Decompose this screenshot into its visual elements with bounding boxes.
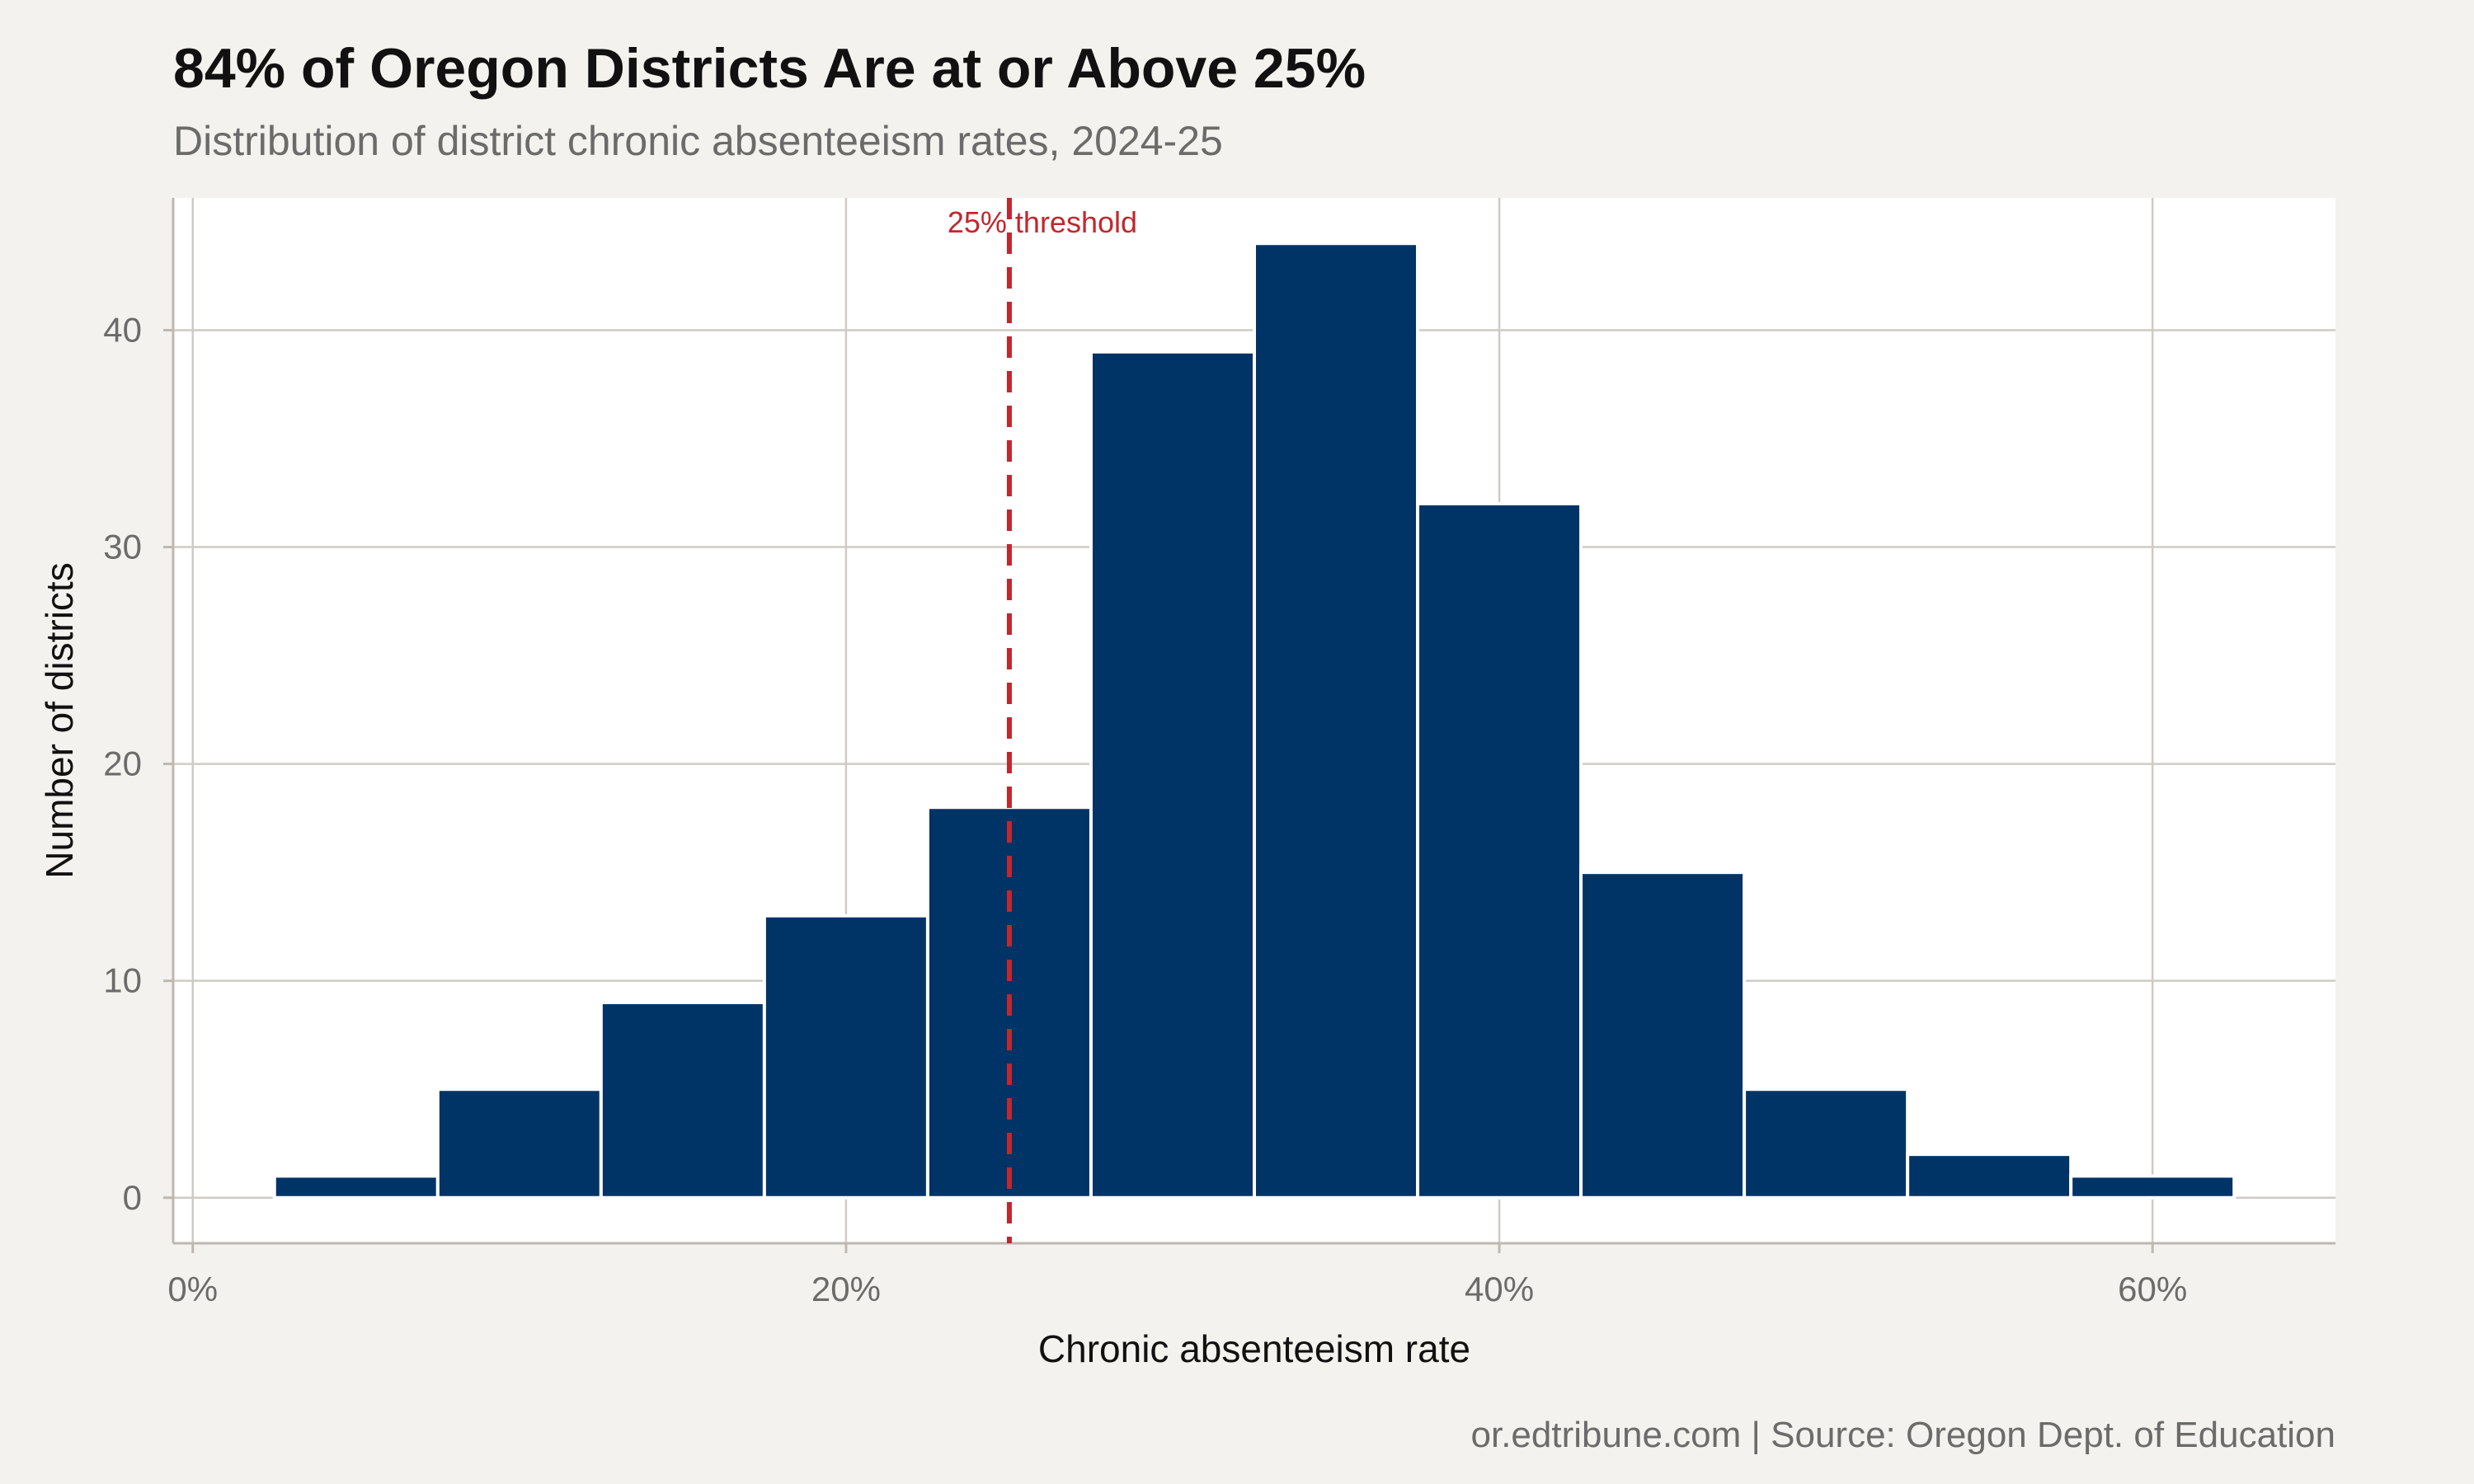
histogram-bar bbox=[1579, 871, 1747, 1200]
threshold-marker: 25% threshold bbox=[948, 198, 1137, 1243]
histogram-bar bbox=[2069, 1174, 2236, 1200]
histogram-bar bbox=[1743, 1087, 1910, 1200]
axis-lines bbox=[163, 198, 2335, 1253]
histogram-bar bbox=[599, 1000, 766, 1200]
histogram-bar bbox=[435, 1087, 603, 1200]
y-tick-label: 40 bbox=[103, 310, 142, 349]
x-tick-label: 0% bbox=[167, 1270, 218, 1308]
y-tick-label: 0 bbox=[123, 1178, 142, 1217]
x-tick-label: 40% bbox=[1465, 1270, 1534, 1308]
y-axis-title: Number of districts bbox=[38, 562, 81, 878]
y-tick-label: 20 bbox=[103, 744, 142, 783]
histogram-bar bbox=[1416, 501, 1583, 1200]
y-tick-label: 10 bbox=[103, 961, 142, 1000]
y-tick-label: 30 bbox=[103, 528, 142, 566]
bars bbox=[272, 242, 2236, 1200]
histogram-bar bbox=[1253, 242, 1420, 1200]
x-tick-label: 60% bbox=[2118, 1270, 2187, 1308]
histogram-bar bbox=[762, 913, 929, 1200]
histogram-bar bbox=[272, 1174, 440, 1200]
x-tick-label: 20% bbox=[811, 1270, 881, 1308]
tick-labels: 0% 20% 40% 60% 0 10 20 30 40 bbox=[103, 310, 2187, 1308]
chart-caption: or.edtribune.com | Source: Oregon Dept. … bbox=[1470, 1415, 2335, 1455]
threshold-label: 25% threshold bbox=[948, 205, 1137, 239]
chart-subtitle: Distribution of district chronic absente… bbox=[173, 118, 1223, 164]
x-axis-title: Chronic absenteeism rate bbox=[1038, 1327, 1470, 1370]
histogram-bar bbox=[1906, 1153, 2073, 1200]
chart-title: 84% of Oregon Districts Are at or Above … bbox=[173, 37, 1366, 100]
histogram-bar bbox=[1089, 350, 1256, 1200]
